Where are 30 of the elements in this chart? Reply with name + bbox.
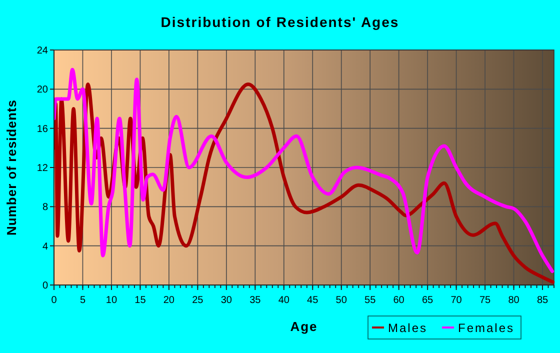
x-tick-label: 50 xyxy=(336,295,348,306)
y-tick-label: 20 xyxy=(36,84,48,96)
x-tick-label: 30 xyxy=(220,295,232,306)
y-tick-label: 12 xyxy=(36,163,48,174)
legend-label: Males xyxy=(388,321,428,335)
x-tick-label: 70 xyxy=(450,295,462,306)
y-tick-label: 16 xyxy=(36,124,48,135)
x-tick-label: 0 xyxy=(51,295,58,306)
x-tick-label: 25 xyxy=(192,295,204,306)
x-axis-title: Age xyxy=(290,319,318,334)
y-tick-label: 4 xyxy=(42,241,48,252)
x-tick-label: 35 xyxy=(250,295,262,306)
legend-label: Females xyxy=(458,321,515,335)
x-tick-label: 15 xyxy=(134,295,146,306)
x-tick-label: 85 xyxy=(536,295,549,306)
x-tick-label: 65 xyxy=(422,295,434,306)
y-axis-title: Number of residents xyxy=(4,100,19,236)
y-tick-label: 0 xyxy=(42,280,48,292)
x-tick-label: 20 xyxy=(163,295,175,306)
x-tick-label: 55 xyxy=(364,295,376,306)
x-tick-label: 10 xyxy=(106,295,118,306)
x-tick-label: 80 xyxy=(508,295,520,306)
x-tick-label: 60 xyxy=(393,295,405,306)
y-tick-label: 24 xyxy=(36,46,48,56)
x-tick-label: 75 xyxy=(479,295,492,306)
x-tick-label: 5 xyxy=(80,295,86,306)
x-tick-label: 40 xyxy=(278,295,290,306)
chart-title: Distribution of Residents' Ages xyxy=(160,14,400,30)
x-tick-label: 45 xyxy=(307,295,319,306)
y-tick-label: 8 xyxy=(42,202,48,214)
